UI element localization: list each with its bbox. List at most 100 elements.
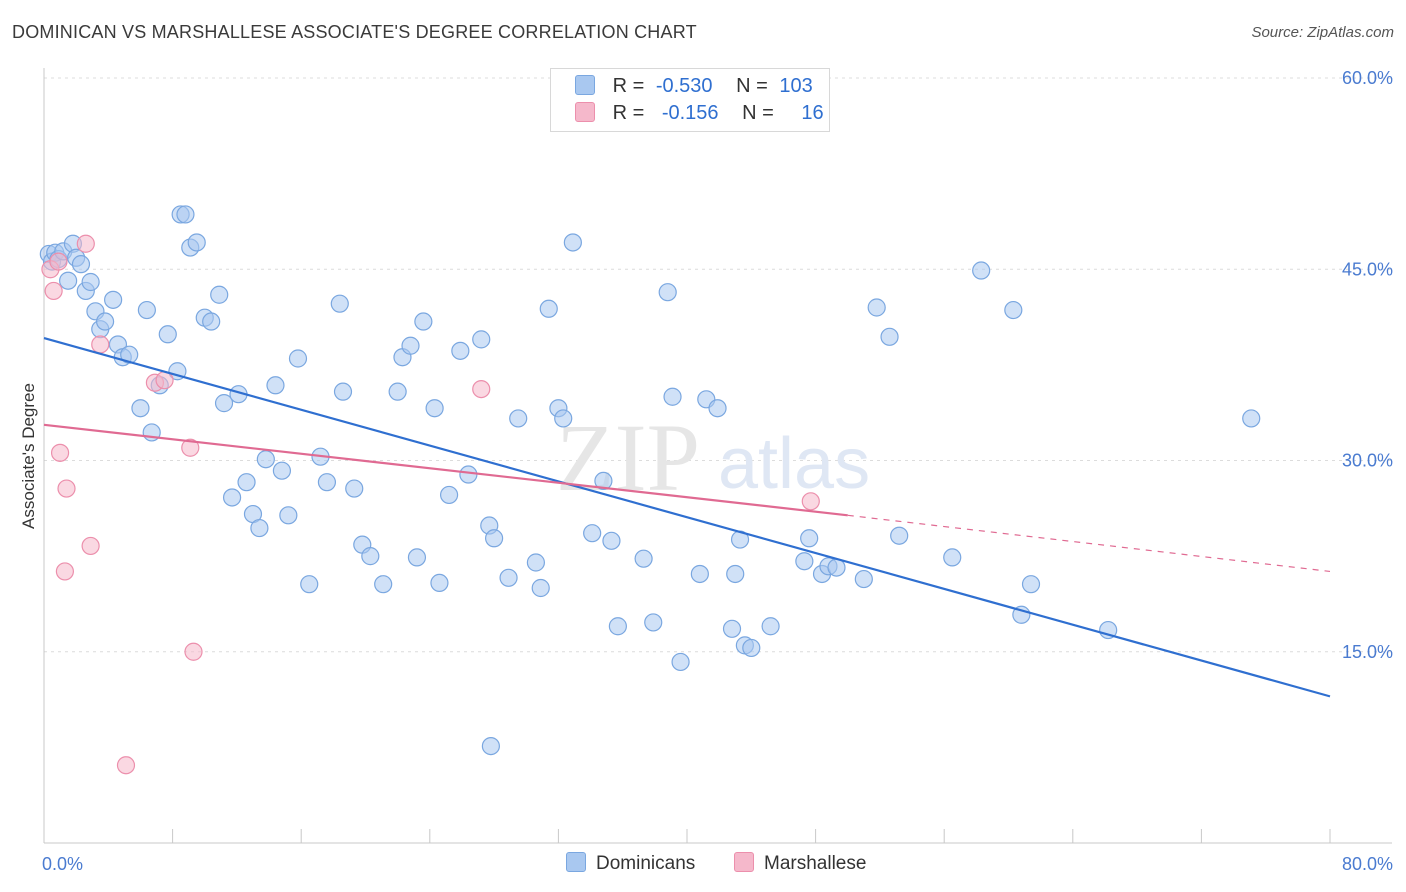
point-dominican xyxy=(210,285,229,304)
point-dominican xyxy=(671,652,690,672)
point-dominican xyxy=(867,298,886,317)
series-legend: Dominicans Marshallese xyxy=(0,852,1406,878)
legend-swatch-marshallese xyxy=(734,852,754,872)
point-dominican xyxy=(430,573,449,593)
point-dominican xyxy=(459,465,478,484)
series-dominicans xyxy=(39,205,1261,756)
point-dominican xyxy=(256,450,275,469)
point-dominican xyxy=(554,409,573,428)
point-dominican xyxy=(890,526,909,545)
x-tick-label: 0.0% xyxy=(42,854,83,874)
point-marshallese xyxy=(801,492,820,511)
point-dominican xyxy=(272,461,292,480)
point-dominican xyxy=(333,382,353,401)
point-marshallese xyxy=(44,281,63,301)
point-dominican xyxy=(158,325,177,344)
y-tick-label: 45.0% xyxy=(1342,259,1393,279)
y-tick-label: 15.0% xyxy=(1342,642,1393,662)
point-dominican xyxy=(531,578,550,598)
point-dominican xyxy=(722,619,742,638)
point-dominican xyxy=(330,294,349,313)
chart-title: DOMINICAN VS MARSHALLESE ASSOCIATE'S DEG… xyxy=(12,22,697,42)
point-dominican xyxy=(526,553,545,572)
point-dominican xyxy=(222,488,242,507)
legend-r-label: R = xyxy=(612,75,645,97)
point-dominican xyxy=(81,272,100,292)
point-dominican xyxy=(401,336,420,355)
axes xyxy=(43,68,1392,844)
point-dominican xyxy=(1242,409,1261,428)
point-marshallese xyxy=(50,443,70,462)
point-dominican xyxy=(279,506,298,525)
point-dominican xyxy=(742,638,761,658)
legend-item-marshallese[interactable]: Marshallese xyxy=(734,852,866,875)
source-label: Source: ZipAtlas.com xyxy=(1251,24,1394,41)
point-dominican xyxy=(634,549,653,568)
y-tick-label: 60.0% xyxy=(1342,68,1393,88)
point-dominican xyxy=(345,479,364,498)
legend-n-label: N = xyxy=(742,102,774,124)
point-dominican xyxy=(690,564,709,584)
point-dominican xyxy=(485,529,504,548)
point-dominican xyxy=(602,531,621,550)
point-dominican xyxy=(250,518,269,538)
point-dominican xyxy=(414,312,433,331)
tick-labels: 15.0% 30.0% 45.0% 60.0% 0.0% 80.0% xyxy=(42,68,1393,874)
point-dominican xyxy=(137,300,156,320)
point-marshallese xyxy=(91,335,110,354)
point-dominican xyxy=(563,233,582,252)
point-dominican xyxy=(795,552,814,571)
point-dominican xyxy=(439,485,459,505)
point-dominican xyxy=(943,548,962,567)
legend-r-value: -0.156 xyxy=(661,102,719,124)
legend-row-dominicans: R = -0.530 N = 103 xyxy=(575,75,813,99)
legend-label-marshallese: Marshallese xyxy=(764,853,867,874)
legend-r-label: R = xyxy=(612,102,645,124)
point-dominican xyxy=(266,376,285,395)
legend-item-dominicans[interactable]: Dominicans xyxy=(566,852,695,875)
legend-swatch-dominicans xyxy=(566,852,586,872)
point-marshallese xyxy=(81,536,100,556)
watermark-atlas: atlas xyxy=(718,424,870,504)
point-marshallese xyxy=(181,438,200,457)
y-tick-label: 30.0% xyxy=(1342,451,1393,471)
point-dominican xyxy=(202,312,221,331)
grid-lines xyxy=(44,77,1392,653)
point-dominican xyxy=(583,524,602,543)
legend-n-label: N = xyxy=(736,75,768,97)
point-dominican xyxy=(104,290,123,309)
point-dominican xyxy=(1004,300,1023,320)
point-dominican xyxy=(317,473,337,492)
point-dominican xyxy=(451,341,470,360)
point-dominican xyxy=(608,617,627,636)
trend-line-dominicans xyxy=(43,337,1331,698)
trend-line-marshallese-extension xyxy=(847,514,1331,573)
legend-row-marshallese: R = -0.156 N = 16 xyxy=(575,102,824,126)
point-dominican xyxy=(509,409,528,428)
point-dominican xyxy=(761,617,780,636)
point-dominican xyxy=(880,327,899,346)
point-dominican xyxy=(499,568,518,587)
point-dominican xyxy=(800,529,819,548)
point-marshallese xyxy=(55,562,74,581)
point-dominican xyxy=(300,575,319,594)
point-dominican xyxy=(658,283,677,302)
point-dominican xyxy=(425,399,444,418)
watermark-zip: ZIP xyxy=(556,404,700,511)
point-dominican xyxy=(644,613,663,632)
point-dominican xyxy=(288,349,308,368)
point-dominican xyxy=(361,547,380,566)
legend-swatch-dominicans xyxy=(575,75,595,95)
point-dominican xyxy=(407,548,427,567)
legend-n-value: 16 xyxy=(801,102,824,124)
y-axis-label: Associate's Degree xyxy=(19,383,38,529)
point-dominican xyxy=(214,394,234,413)
point-dominican xyxy=(708,399,727,418)
point-marshallese xyxy=(49,252,68,271)
point-marshallese xyxy=(76,234,95,253)
point-dominican xyxy=(388,382,407,401)
x-tick-label: 80.0% xyxy=(1342,854,1393,874)
point-dominican xyxy=(237,473,256,492)
point-dominican xyxy=(374,575,393,594)
